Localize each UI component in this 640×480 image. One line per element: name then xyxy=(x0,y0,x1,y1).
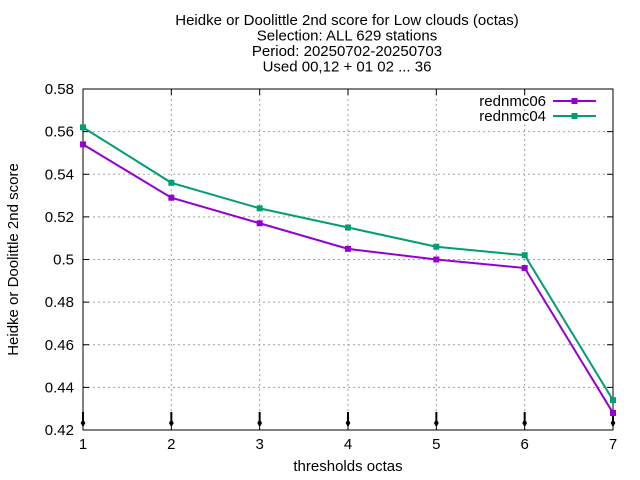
x-baseline-dot xyxy=(434,420,439,426)
data-point-rednmc04 xyxy=(610,397,616,404)
data-point-rednmc06 xyxy=(80,141,86,148)
y-tick-label: 0.56 xyxy=(45,124,74,141)
y-tick-label: 0.42 xyxy=(45,422,74,439)
x-tick-label: 3 xyxy=(255,436,263,453)
data-point-rednmc06 xyxy=(345,245,351,252)
titles-layer: Heidke or Doolittle 2nd score for Low cl… xyxy=(175,12,519,76)
x-tick-label: 1 xyxy=(79,436,87,453)
x-baseline-dot xyxy=(522,420,527,426)
y-tick-label: 0.58 xyxy=(45,81,74,98)
data-point-rednmc04 xyxy=(256,205,263,212)
data-point-rednmc06 xyxy=(433,256,440,263)
x-tick-label: 2 xyxy=(167,436,175,453)
data-point-rednmc06 xyxy=(521,265,528,272)
x-tick-label: 7 xyxy=(609,436,617,453)
y-tick-label: 0.46 xyxy=(45,337,74,354)
y-tick-label: 0.48 xyxy=(45,294,74,311)
x-baseline-dot xyxy=(169,420,174,426)
y-tick-label: 0.5 xyxy=(53,252,74,269)
data-point-rednmc06 xyxy=(168,194,175,201)
x-tick-label: 6 xyxy=(520,436,528,453)
data-point-rednmc06 xyxy=(610,409,616,416)
y-axis-label: Heidke or Doolittle 2nd score xyxy=(5,163,22,356)
data-point-rednmc04 xyxy=(433,243,440,250)
legend-swatch-marker xyxy=(571,98,578,104)
x-tick-label: 4 xyxy=(344,436,352,453)
data-point-rednmc04 xyxy=(521,252,528,259)
chart-title-line: Used 00,12 + 01 02 ... 36 xyxy=(263,59,432,76)
y-tick-label: 0.54 xyxy=(45,166,74,183)
data-point-rednmc04 xyxy=(345,224,351,231)
data-point-rednmc04 xyxy=(168,179,175,186)
legend-label: rednmc06 xyxy=(479,93,546,110)
chart-title-line: Heidke or Doolittle 2nd score for Low cl… xyxy=(175,12,519,29)
x-baseline-dot xyxy=(610,420,616,426)
x-baseline-dot xyxy=(345,420,351,426)
chart-title-line: Period: 20250702-20250703 xyxy=(252,43,442,60)
x-axis-label: thresholds octas xyxy=(293,458,402,475)
y-tick-label: 0.44 xyxy=(45,379,74,396)
legend-swatch-marker xyxy=(571,113,578,119)
series-layer xyxy=(80,124,616,416)
data-point-rednmc04 xyxy=(80,124,86,131)
y-tick-label: 0.52 xyxy=(45,209,74,226)
data-point-rednmc06 xyxy=(256,220,263,227)
grid-layer xyxy=(83,89,613,430)
x-baseline-dot xyxy=(257,420,262,426)
chart-title-line: Selection: ALL 629 stations xyxy=(257,28,437,45)
legend-label: rednmc04 xyxy=(479,108,546,125)
x-baseline-dot xyxy=(80,420,86,426)
x-tick-label: 5 xyxy=(432,436,440,453)
